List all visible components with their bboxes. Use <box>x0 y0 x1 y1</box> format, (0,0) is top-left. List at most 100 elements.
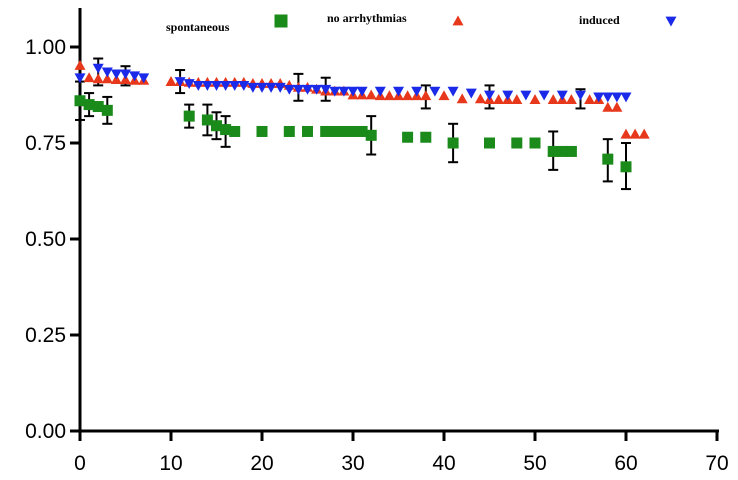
point-no-arrhythmias <box>611 101 623 112</box>
point-spontaneous <box>402 131 414 143</box>
point-no-arrhythmias <box>602 101 614 112</box>
point-no-arrhythmias <box>74 59 86 70</box>
point-induced <box>593 92 605 103</box>
point-induced <box>265 82 277 93</box>
point-spontaneous <box>320 125 332 137</box>
point-no-arrhythmias <box>565 94 577 105</box>
point-spontaneous <box>447 137 459 149</box>
point-induced <box>302 84 313 95</box>
point-spontaneous <box>365 129 377 141</box>
point-induced <box>411 86 423 97</box>
y-tick-label: 0.50 <box>25 228 66 251</box>
point-spontaneous <box>211 120 222 132</box>
point-induced <box>429 86 441 97</box>
point-induced <box>538 90 550 101</box>
point-no-arrhythmias <box>584 94 596 105</box>
point-induced <box>347 86 359 97</box>
point-induced <box>220 81 232 91</box>
point-spontaneous <box>556 145 568 157</box>
point-no-arrhythmias <box>438 90 450 101</box>
point-spontaneous <box>338 125 350 137</box>
x-tick-label: 50 <box>523 452 546 475</box>
legend-label-induced: induced <box>579 13 620 27</box>
point-induced <box>338 86 350 97</box>
point-induced <box>556 90 568 101</box>
point-induced <box>484 90 495 101</box>
point-no-arrhythmias <box>638 128 650 139</box>
point-no-arrhythmias <box>629 128 641 139</box>
point-induced <box>74 73 86 84</box>
legend-label-no-arrhythmias: no arrhythmias <box>327 11 407 25</box>
point-spontaneous <box>329 125 341 137</box>
point-no-arrhythmias <box>365 89 377 100</box>
point-spontaneous <box>201 114 213 126</box>
point-induced <box>238 81 250 91</box>
point-induced <box>320 84 332 95</box>
point-no-arrhythmias <box>101 73 113 84</box>
point-no-arrhythmias <box>402 90 414 101</box>
point-no-arrhythmias <box>474 93 486 104</box>
point-no-arrhythmias <box>83 72 95 83</box>
point-spontaneous <box>256 125 268 137</box>
point-spontaneous <box>92 101 104 113</box>
point-spontaneous <box>83 99 95 111</box>
x-tick-label: 0 <box>74 452 86 475</box>
point-induced <box>620 92 632 103</box>
point-induced <box>101 67 113 78</box>
point-induced <box>575 90 586 101</box>
legend-label-spontaneous: spontaneous <box>166 20 230 34</box>
point-induced <box>374 86 386 97</box>
x-tick-label: 10 <box>159 452 182 475</box>
x-tick-label: 60 <box>614 452 637 475</box>
point-spontaneous <box>74 95 86 107</box>
point-induced <box>129 71 141 82</box>
point-spontaneous <box>229 125 241 137</box>
point-induced <box>465 88 477 99</box>
point-spontaneous <box>302 125 313 137</box>
point-induced <box>229 81 241 91</box>
legend-marker-no-arrhythmias <box>452 15 464 26</box>
point-spontaneous <box>283 125 295 137</box>
point-induced <box>183 79 195 89</box>
y-tick-label: 0.00 <box>25 420 66 443</box>
point-no-arrhythmias <box>547 94 559 105</box>
point-induced <box>174 77 186 88</box>
point-spontaneous <box>347 125 359 137</box>
point-induced <box>211 81 222 91</box>
point-induced <box>92 63 104 74</box>
x-tick-label: 20 <box>250 452 273 475</box>
point-induced <box>329 86 341 97</box>
point-induced <box>247 82 259 93</box>
point-spontaneous <box>356 125 368 137</box>
point-induced <box>283 84 295 95</box>
point-no-arrhythmias <box>456 93 468 104</box>
point-induced <box>274 82 286 93</box>
point-induced <box>393 86 404 97</box>
point-spontaneous <box>101 104 113 116</box>
point-induced <box>311 84 323 95</box>
point-induced <box>256 82 268 93</box>
point-induced <box>520 90 532 101</box>
point-spontaneous <box>565 145 577 157</box>
point-no-arrhythmias <box>493 94 505 105</box>
point-induced <box>292 84 304 95</box>
axes <box>70 8 719 441</box>
point-induced <box>602 92 614 103</box>
point-spontaneous <box>183 110 195 122</box>
legend-marker-induced <box>665 16 677 27</box>
point-induced <box>201 81 213 91</box>
point-no-arrhythmias <box>383 90 395 101</box>
point-spontaneous <box>620 161 632 173</box>
point-induced <box>611 92 623 103</box>
y-tick-label: 0.25 <box>25 324 66 347</box>
y-tick-label: 1.00 <box>25 36 66 59</box>
x-tick-label: 70 <box>705 452 728 475</box>
point-spontaneous <box>484 137 495 149</box>
point-no-arrhythmias <box>529 94 541 105</box>
point-no-arrhythmias <box>165 76 177 86</box>
point-spontaneous <box>547 145 559 157</box>
legend: spontaneous no arrhythmias induced <box>166 11 677 34</box>
error-bars <box>75 57 631 191</box>
point-no-arrhythmias <box>92 73 104 84</box>
